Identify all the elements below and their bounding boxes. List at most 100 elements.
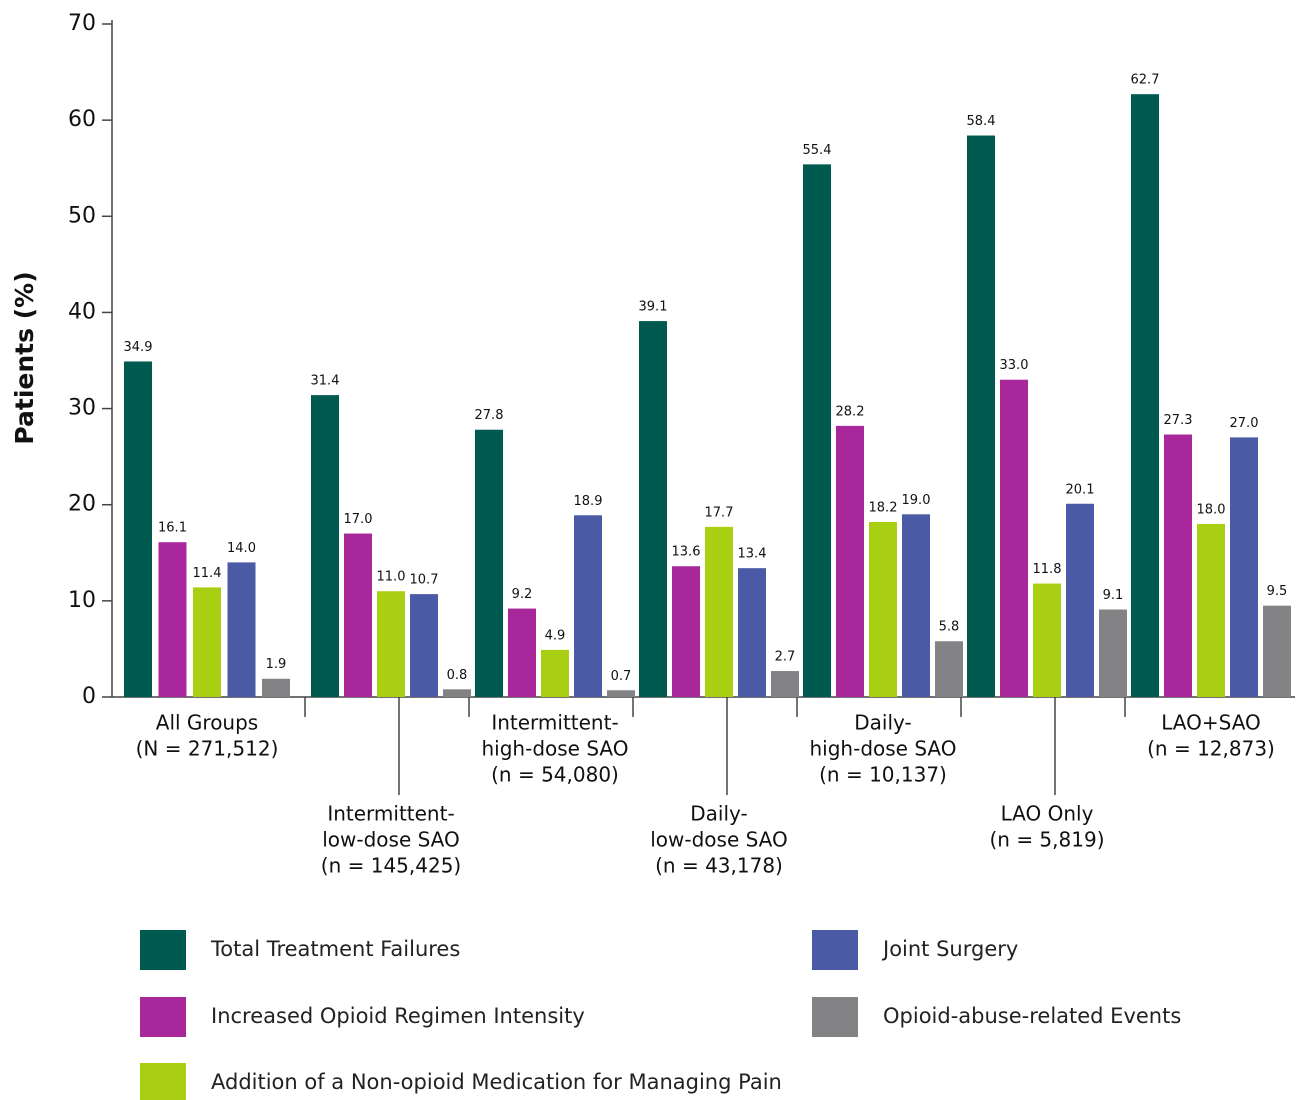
bar	[1263, 605, 1291, 697]
bar	[672, 566, 700, 697]
value-label: 58.4	[967, 114, 996, 129]
bar	[508, 608, 536, 697]
value-label: 16.1	[158, 521, 187, 536]
value-label: 11.4	[193, 566, 222, 581]
value-label: 39.1	[639, 300, 668, 315]
bar	[344, 533, 372, 697]
value-label: 19.0	[902, 493, 931, 508]
value-label: 9.1	[1103, 588, 1124, 603]
legend-label: Joint Surgery	[881, 937, 1018, 961]
bar	[124, 361, 152, 697]
value-label: 11.0	[377, 570, 406, 585]
value-label: 31.4	[311, 374, 340, 389]
x-tick-label: (n = 43,178)	[655, 854, 783, 878]
bar	[836, 425, 864, 697]
y-tick-label: 60	[68, 107, 96, 132]
value-label: 13.4	[738, 547, 767, 562]
bar	[574, 515, 602, 697]
legend-label: Increased Opioid Regimen Intensity	[211, 1004, 585, 1028]
x-tick-label: high-dose SAO	[482, 737, 629, 761]
legend-swatch	[812, 930, 858, 970]
value-label: 1.9	[266, 657, 287, 672]
legend-swatch	[140, 930, 186, 970]
bar	[1000, 379, 1028, 697]
value-label: 27.3	[1164, 413, 1193, 428]
x-tick-label: low-dose SAO	[322, 828, 460, 852]
bar	[541, 649, 569, 697]
x-tick-label: All Groups	[156, 711, 258, 735]
x-tick-label: (n = 5,819)	[989, 828, 1104, 852]
y-tick-label: 10	[68, 588, 96, 613]
bar	[1033, 583, 1061, 697]
bar	[902, 514, 930, 697]
value-label: 17.0	[344, 512, 373, 527]
value-label: 4.9	[545, 628, 566, 643]
y-tick-label: 40	[68, 299, 96, 324]
value-label: 9.5	[1267, 584, 1288, 599]
y-tick-label: 0	[82, 684, 96, 709]
value-label: 18.0	[1197, 502, 1226, 517]
x-tick-label: Daily-	[690, 802, 747, 826]
y-axis-label: Patients (%)	[10, 271, 39, 444]
legend-swatch	[812, 997, 858, 1037]
bar	[1131, 94, 1159, 698]
value-label: 9.2	[512, 587, 533, 602]
x-tick-label: (n = 145,425)	[321, 854, 461, 878]
value-label: 55.4	[803, 143, 832, 158]
x-tick-label: LAO Only	[1001, 802, 1094, 826]
value-label: 18.9	[574, 494, 603, 509]
bar	[193, 587, 221, 697]
bar	[738, 568, 766, 697]
value-label: 14.0	[227, 541, 256, 556]
x-tick-label: (n = 10,137)	[819, 763, 947, 787]
bar	[1230, 437, 1258, 697]
bar	[1099, 609, 1127, 697]
x-tick-label: (n = 54,080)	[491, 763, 619, 787]
bar	[475, 429, 503, 697]
bar	[443, 689, 471, 697]
bar	[410, 594, 438, 697]
x-tick-label: low-dose SAO	[650, 828, 788, 852]
value-label: 27.0	[1230, 416, 1259, 431]
legend-label: Total Treatment Failures	[210, 937, 460, 961]
bar	[705, 526, 733, 697]
value-label: 18.2	[869, 501, 898, 516]
value-label: 13.6	[672, 545, 701, 560]
value-label: 62.7	[1131, 73, 1160, 88]
bar	[607, 690, 635, 697]
value-label: 28.2	[836, 404, 865, 419]
x-tick-label: LAO+SAO	[1161, 711, 1261, 735]
bar	[771, 671, 799, 697]
bar	[803, 164, 831, 697]
legend-swatch	[140, 997, 186, 1037]
x-tick-label: (n = 12,873)	[1147, 737, 1275, 761]
value-label: 11.8	[1033, 562, 1062, 577]
bar	[158, 542, 187, 697]
value-label: 33.0	[1000, 358, 1029, 373]
value-label: 10.7	[410, 573, 439, 588]
legend-label: Opioid-abuse-related Events	[883, 1004, 1181, 1028]
value-label: 17.7	[705, 505, 734, 520]
bar	[262, 678, 290, 697]
bar	[935, 641, 963, 697]
x-tick-label: Intermittent-	[491, 711, 618, 735]
bar	[1197, 523, 1225, 697]
value-label: 0.8	[447, 668, 468, 683]
y-tick-label: 50	[68, 203, 96, 228]
bar	[1164, 434, 1192, 697]
x-tick-label: (N = 271,512)	[136, 737, 279, 761]
value-label: 2.7	[775, 650, 796, 665]
value-label: 5.8	[939, 620, 960, 635]
x-tick-label: Daily-	[854, 711, 911, 735]
x-tick-label: high-dose SAO	[810, 737, 957, 761]
bar	[227, 562, 256, 697]
x-tick-label: Intermittent-	[327, 802, 454, 826]
bar	[377, 591, 405, 697]
value-label: 27.8	[475, 408, 504, 423]
value-label: 20.1	[1066, 482, 1095, 497]
y-tick-label: 70	[68, 11, 96, 36]
value-label: 34.9	[124, 340, 153, 355]
y-tick-label: 30	[68, 396, 96, 421]
bar	[967, 135, 995, 698]
